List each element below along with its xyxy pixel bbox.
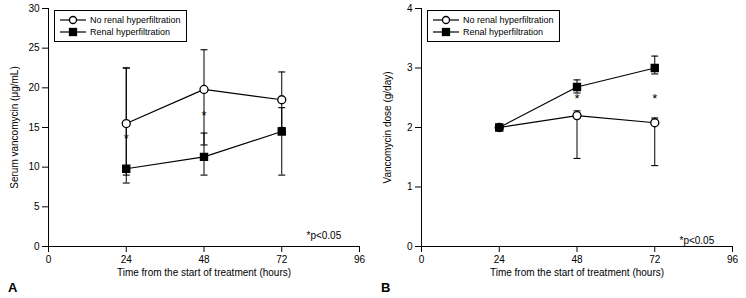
html-text:A: A bbox=[8, 280, 18, 295]
svg-text:*p<0.05: *p<0.05 bbox=[306, 230, 341, 241]
svg-text:24: 24 bbox=[121, 254, 133, 265]
svg-text:10: 10 bbox=[28, 161, 40, 172]
svg-text:Time from the start of treatme: Time from the start of treatment (hours) bbox=[117, 267, 291, 278]
svg-text:3: 3 bbox=[407, 62, 413, 73]
svg-text:0: 0 bbox=[34, 241, 40, 252]
svg-text:0: 0 bbox=[407, 241, 413, 252]
html-text:No renal hyperfiltration: No renal hyperfiltration bbox=[90, 15, 181, 25]
svg-text:*: * bbox=[574, 91, 579, 106]
svg-text:72: 72 bbox=[276, 254, 288, 265]
svg-text:Time from the start of treatme: Time from the start of treatment (hours) bbox=[490, 267, 664, 278]
svg-text:2: 2 bbox=[407, 122, 413, 133]
svg-text:25: 25 bbox=[28, 42, 40, 53]
html-text:No renal hyperfiltration: No renal hyperfiltration bbox=[463, 15, 554, 25]
svg-text:Vancomycin dose (g/day): Vancomycin dose (g/day) bbox=[382, 71, 393, 183]
svg-text:1: 1 bbox=[407, 181, 413, 192]
svg-text:48: 48 bbox=[198, 254, 210, 265]
svg-text:20: 20 bbox=[28, 82, 40, 93]
svg-text:4: 4 bbox=[407, 3, 413, 14]
svg-text:15: 15 bbox=[28, 122, 40, 133]
svg-text:Serum vancomycin (μg/mL): Serum vancomycin (μg/mL) bbox=[9, 66, 20, 188]
svg-text:96: 96 bbox=[354, 254, 366, 265]
svg-text:5: 5 bbox=[34, 201, 40, 212]
svg-text:0: 0 bbox=[46, 254, 52, 265]
html-text:B: B bbox=[381, 280, 391, 295]
svg-text:*: * bbox=[201, 108, 206, 123]
svg-text:*: * bbox=[652, 91, 657, 106]
svg-text:0: 0 bbox=[419, 254, 425, 265]
svg-text:48: 48 bbox=[571, 254, 583, 265]
html-text:Renal hyperfiltration: Renal hyperfiltration bbox=[463, 27, 543, 37]
svg-text:*p<0.05: *p<0.05 bbox=[679, 235, 714, 246]
html-text:Renal hyperfiltration: Renal hyperfiltration bbox=[90, 27, 170, 37]
svg-text:72: 72 bbox=[649, 254, 661, 265]
svg-text:*: * bbox=[124, 131, 129, 146]
svg-text:30: 30 bbox=[28, 3, 40, 14]
svg-text:24: 24 bbox=[494, 254, 506, 265]
svg-text:96: 96 bbox=[727, 254, 739, 265]
